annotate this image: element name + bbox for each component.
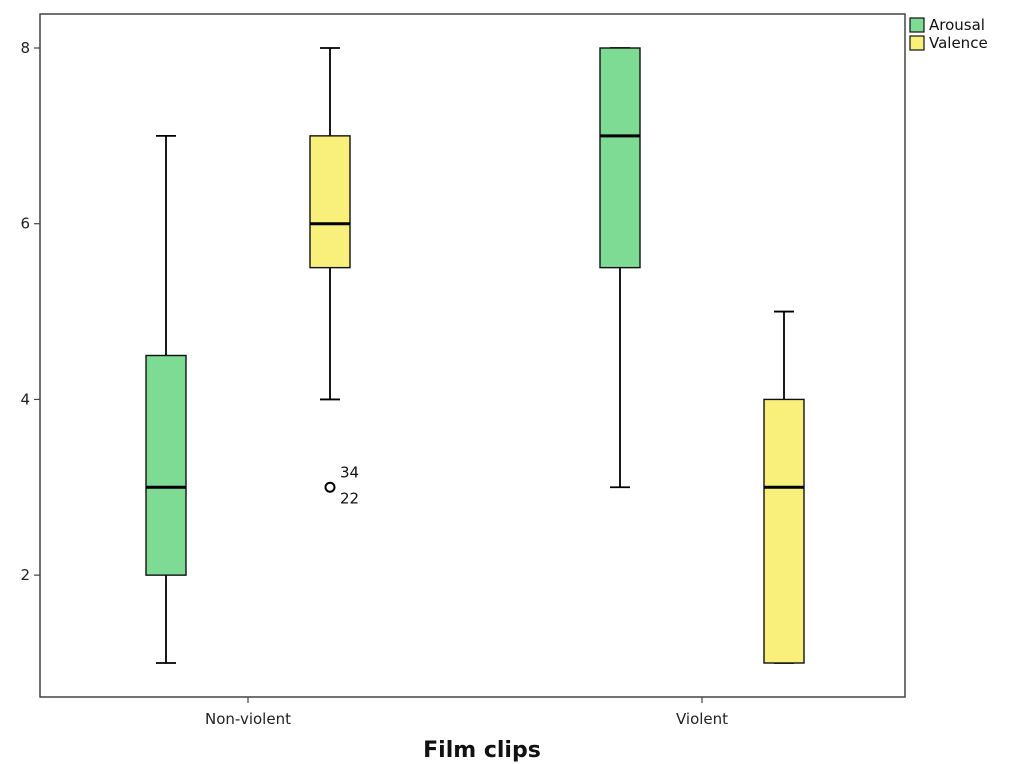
y-tick-label-6: 6	[20, 215, 30, 233]
box-valence-non-violent	[309, 47, 351, 401]
x-tick-label-non-violent: Non-violent	[205, 710, 291, 728]
box-iqr	[599, 47, 641, 269]
legend-label: Arousal	[929, 16, 985, 34]
y-tick-label-8: 8	[20, 39, 30, 57]
legend-item-arousal: Arousal	[909, 16, 985, 34]
x-axis: Non-violent Violent	[205, 697, 728, 728]
box-arousal-non-violent	[145, 134, 187, 664]
legend-item-valence: Valence	[909, 34, 988, 52]
outlier-label-22: 22	[340, 489, 359, 507]
y-tick-label-4: 4	[20, 390, 30, 408]
box-arousal-violent	[599, 47, 641, 489]
box-iqr	[145, 354, 187, 576]
outlier-point	[324, 481, 336, 493]
box-iqr	[763, 398, 805, 664]
legend-label: Valence	[929, 34, 988, 52]
boxes-group	[145, 47, 805, 664]
x-tick-label-violent: Violent	[676, 710, 728, 728]
x-axis-title: Film clips	[423, 738, 541, 763]
y-tick-label-2: 2	[20, 566, 30, 584]
box-iqr	[309, 135, 351, 269]
box-valence-violent	[763, 310, 805, 664]
y-axis: 2 4 6 8	[20, 39, 40, 584]
legend-swatch	[909, 17, 925, 33]
legend-swatch	[909, 35, 925, 51]
outlier-label-34: 34	[340, 463, 359, 481]
